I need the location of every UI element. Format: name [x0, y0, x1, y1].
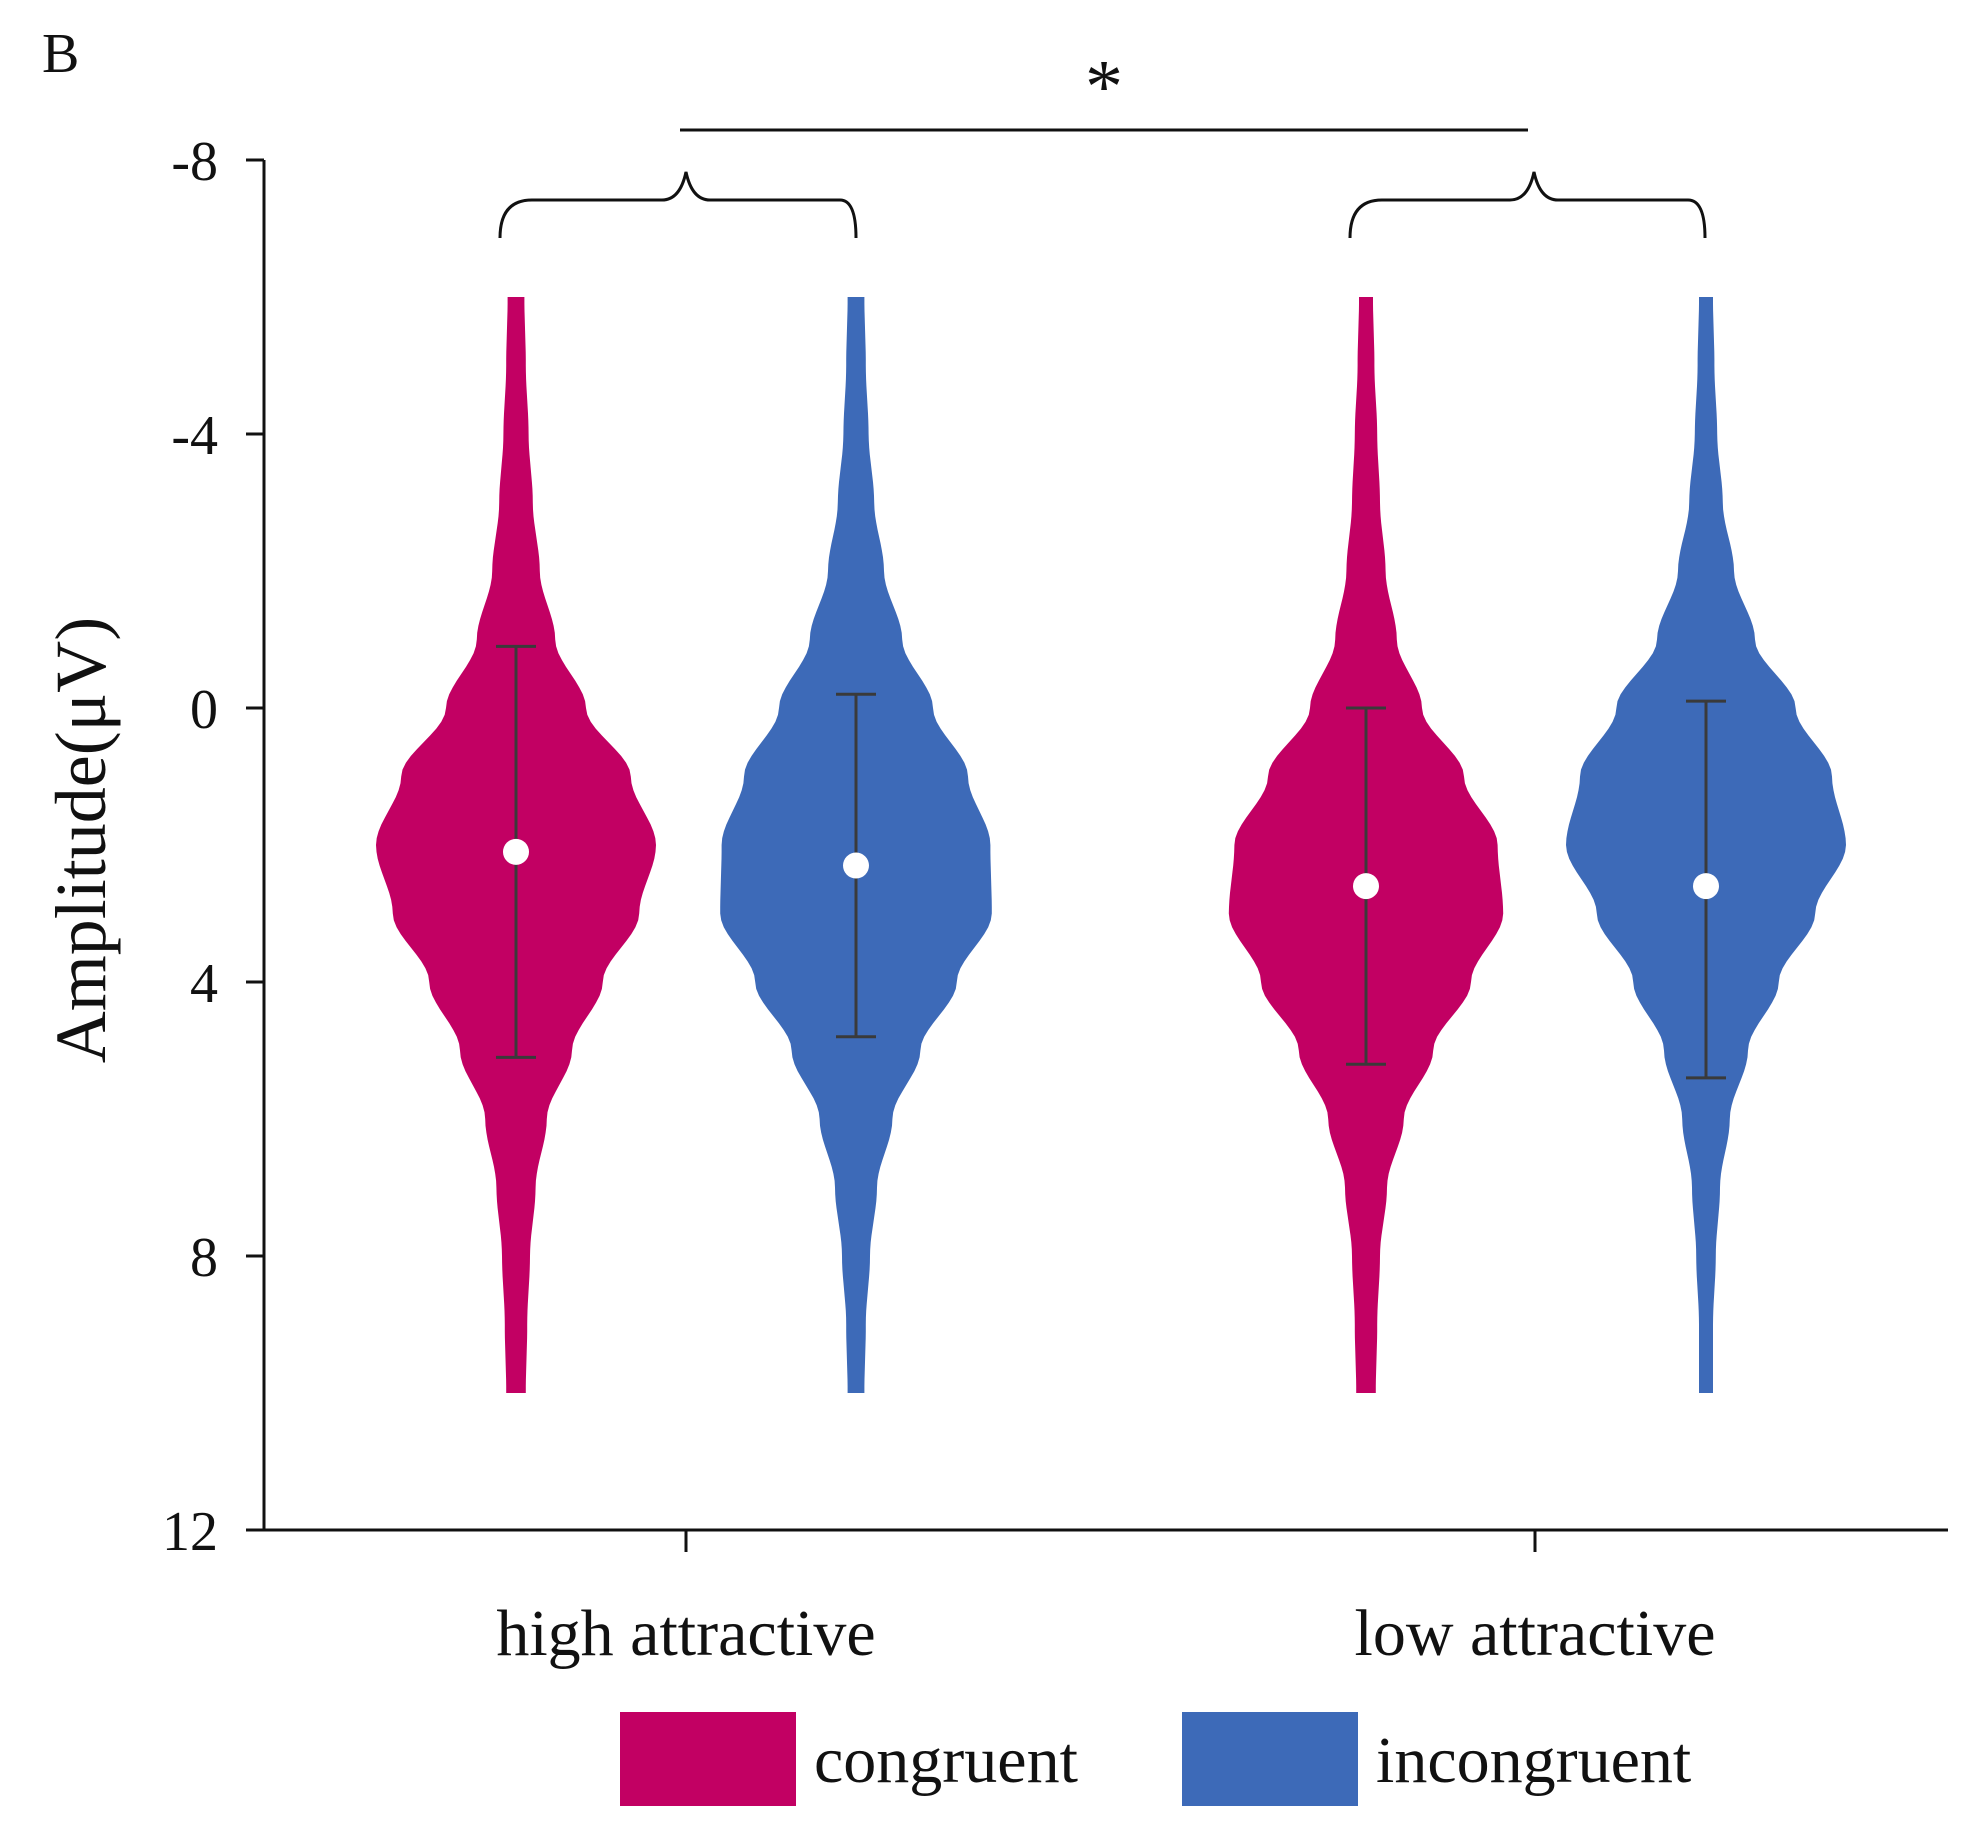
significance-star: * [1085, 45, 1123, 129]
group-brace-high-attractive [498, 171, 858, 239]
violin-group-high-attractive-congruent [376, 297, 656, 1393]
y-axis-label: Amplitude(μV) [41, 617, 121, 1064]
y-tick-labels: -8 -4 0 4 8 12 [162, 131, 218, 1563]
y-tick-label: 0 [190, 679, 218, 741]
group-brace-low-attractive [1348, 171, 1707, 239]
violin-group-low-attractive-congruent [1228, 297, 1504, 1393]
legend-label-congruent: congruent [814, 1724, 1078, 1797]
mean-marker-high-attractive-congruent [503, 838, 529, 865]
y-tick-label: -4 [171, 405, 218, 467]
significance-annotation [498, 128, 1707, 239]
legend: congruent incongruent [620, 1712, 1691, 1806]
panel-label: B [42, 23, 79, 85]
legend-swatch-congruent [620, 1712, 796, 1806]
legend-swatch-incongruent [1182, 1712, 1358, 1806]
violin-group-low-attractive-incongruent [1566, 297, 1846, 1393]
violin-group-high-attractive-incongruent [720, 297, 992, 1393]
mean-marker-low-attractive-congruent [1353, 873, 1379, 900]
violin-layer [376, 297, 1846, 1393]
y-tick-label: 4 [190, 953, 218, 1015]
mean-marker-low-attractive-incongruent [1693, 873, 1719, 900]
y-tick-label: -8 [171, 131, 218, 193]
mean-marker-high-attractive-incongruent [843, 852, 869, 879]
legend-label-incongruent: incongruent [1376, 1724, 1691, 1797]
x-label-high-attractive: high attractive [496, 1597, 875, 1670]
y-tick-label: 8 [190, 1227, 218, 1289]
x-label-low-attractive: low attractive [1354, 1597, 1715, 1670]
y-ticks [246, 158, 264, 1532]
y-tick-label: 12 [162, 1501, 218, 1563]
